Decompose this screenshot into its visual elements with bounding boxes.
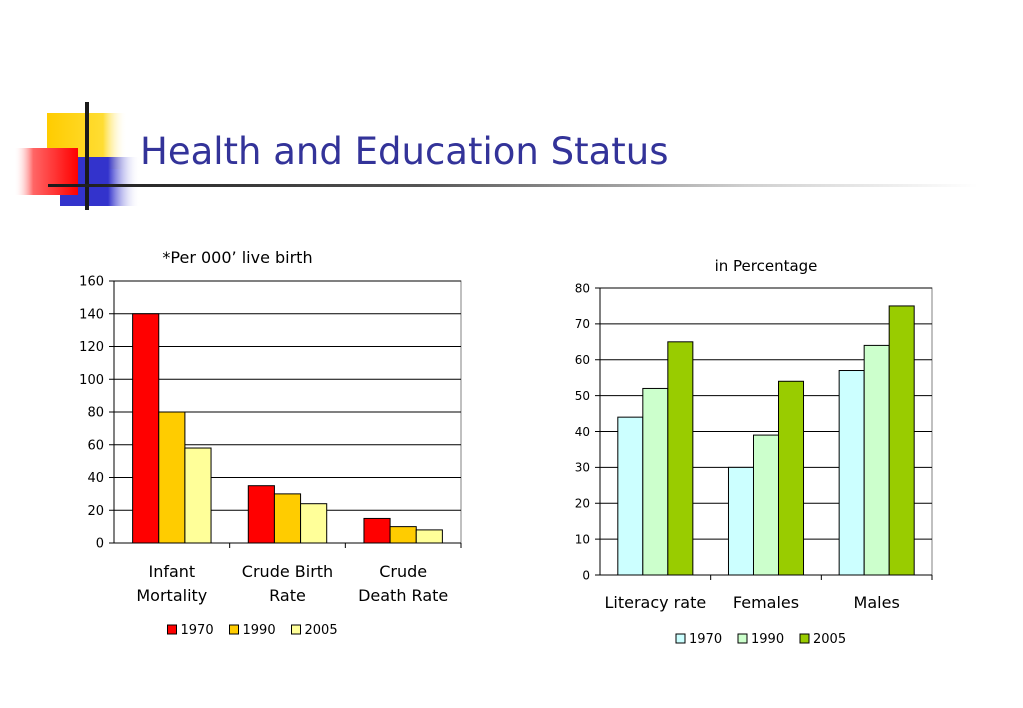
y-tick-label: 50: [575, 389, 590, 403]
bar-1990: [752, 434, 780, 576]
bar-1990: [863, 344, 890, 576]
y-tick-label: 40: [575, 425, 590, 439]
bar-1990: [389, 526, 417, 544]
decorative-logo: [14, 102, 140, 210]
legend-swatch-1970: [167, 624, 177, 635]
y-tick-label: 140: [79, 307, 104, 322]
x-category-label: Crude Birth: [242, 562, 333, 581]
bar-1990: [158, 411, 186, 544]
y-tick-label: 120: [79, 340, 104, 355]
legend-swatch-2005: [799, 633, 810, 644]
y-tick-label: 0: [582, 568, 590, 582]
legend-swatch-1970: [675, 633, 686, 644]
chart-title: *Per 000’ live birth: [162, 248, 312, 267]
bar-1970: [363, 517, 391, 544]
bar-1970: [838, 370, 865, 576]
legend-swatch-1990: [737, 633, 748, 644]
y-tick-label: 10: [575, 532, 590, 546]
x-category-label: Males: [854, 593, 900, 612]
y-tick-label: 80: [87, 406, 104, 421]
bar-2005: [667, 341, 694, 576]
bar-2005: [778, 380, 805, 576]
y-tick-label: 0: [96, 537, 104, 552]
y-tick-label: 70: [575, 317, 590, 331]
legend-label-1970: 1970: [689, 632, 722, 647]
legend-label-1970: 1970: [181, 623, 214, 638]
bar-1970: [132, 313, 160, 544]
y-tick-label: 160: [79, 275, 104, 290]
legend-swatch-1990: [229, 624, 239, 635]
x-category-label: Crude: [379, 562, 427, 581]
page-title: Health and Education Status: [140, 130, 669, 173]
x-category-label: Literacy rate: [604, 593, 706, 612]
legend-label-2005: 2005: [305, 623, 338, 638]
x-category-label: Mortality: [136, 586, 207, 605]
legend-swatch-2005: [291, 624, 301, 635]
title-divider: [48, 184, 978, 187]
bar-1990: [642, 387, 669, 576]
y-tick-label: 40: [87, 471, 104, 486]
y-tick-label: 80: [575, 281, 590, 295]
bar-1970: [247, 485, 275, 544]
bar-1970: [727, 466, 754, 576]
y-tick-label: 60: [575, 353, 590, 367]
legend-label-1990: 1990: [243, 623, 276, 638]
y-tick-label: 20: [87, 504, 104, 519]
x-category-label: Infant: [148, 562, 195, 581]
chart-1: 0 20 40 60 80 100 120 140 160 Infant Mortality Crud…: [79, 248, 462, 638]
chart-title: in Percentage: [715, 257, 818, 275]
bar-2005: [184, 447, 212, 544]
y-tick-label: 30: [575, 461, 590, 475]
x-category-label: Death Rate: [358, 586, 448, 605]
bar-2005: [415, 529, 443, 544]
bar-2005: [888, 305, 915, 576]
x-category-label: Rate: [269, 586, 306, 605]
bar-1990: [273, 493, 302, 544]
y-tick-label: 100: [79, 373, 104, 388]
legend-label-1990: 1990: [751, 632, 784, 647]
bar-2005: [300, 503, 328, 544]
bar-1970: [617, 416, 644, 576]
y-tick-label: 20: [575, 497, 590, 511]
legend-label-2005: 2005: [813, 632, 846, 647]
y-tick-label: 60: [87, 438, 104, 453]
x-category-label: Females: [733, 593, 799, 612]
chart-2: 0 10 20 30 40 50 60 70 80 Literacy rate Females Mal…: [575, 257, 933, 647]
